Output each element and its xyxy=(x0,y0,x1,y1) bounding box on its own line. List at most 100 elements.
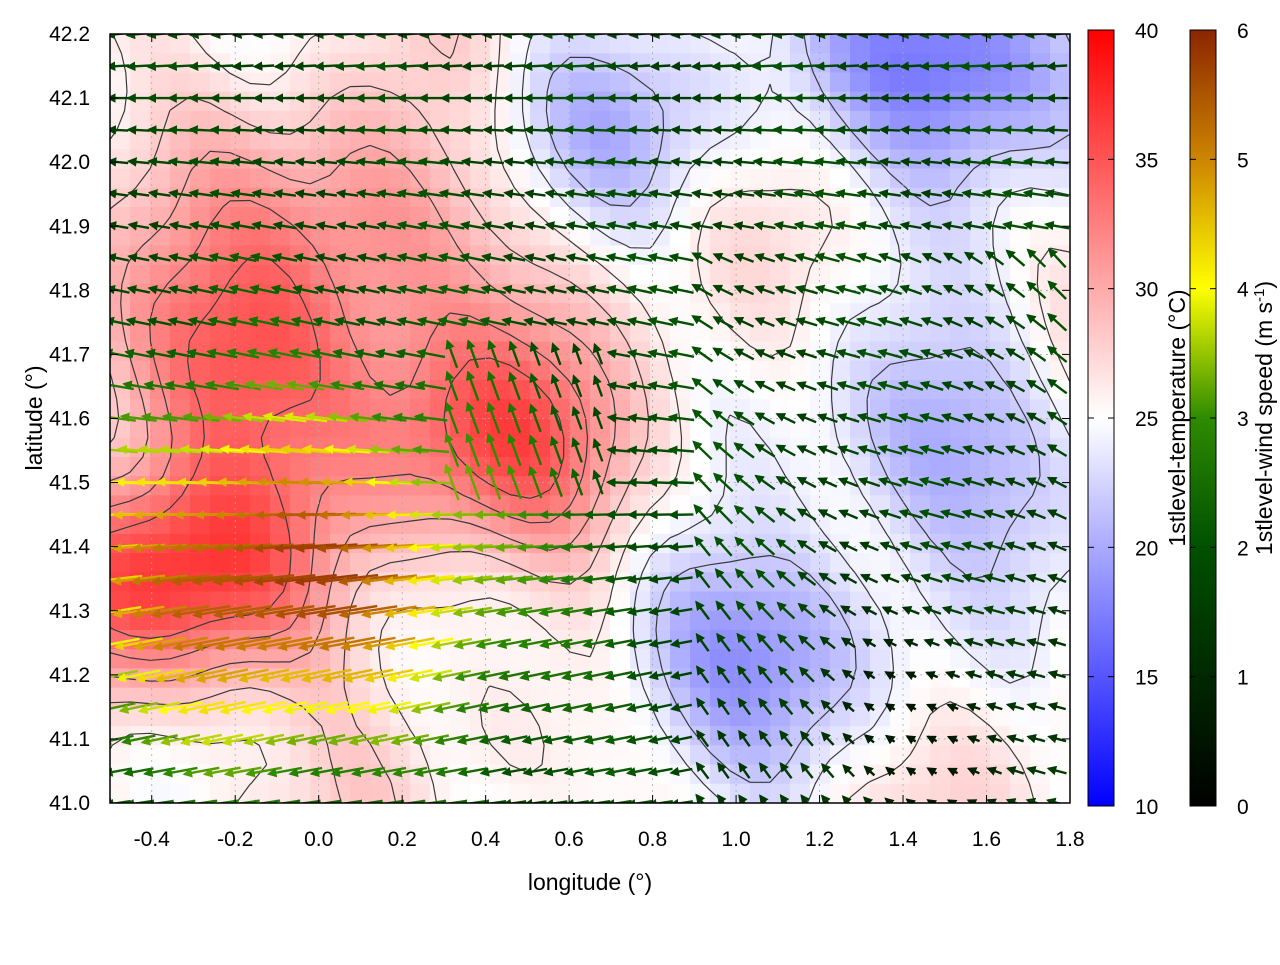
heatmap-cell xyxy=(330,34,351,54)
heatmap-cell xyxy=(970,553,991,573)
heatmap-cell xyxy=(570,765,591,785)
heatmap-cell xyxy=(510,226,531,246)
heatmap-cell xyxy=(610,668,631,688)
heatmap-cell xyxy=(150,322,171,342)
wind-arrow xyxy=(962,130,985,131)
heatmap-cell xyxy=(850,111,871,131)
heatmap-cell xyxy=(130,361,151,381)
heatmap-cell xyxy=(1030,668,1051,688)
heatmap-cell xyxy=(330,649,351,669)
heatmap-cell xyxy=(750,130,771,150)
heatmap-cell xyxy=(750,92,771,112)
heatmap-cell xyxy=(210,72,231,92)
heatmap-cell xyxy=(450,649,471,669)
heatmap-cell xyxy=(290,226,311,246)
heatmap-cell xyxy=(890,149,911,169)
heatmap-cell xyxy=(970,303,991,323)
heatmap-cell xyxy=(270,34,291,54)
heatmap-cell xyxy=(610,149,631,169)
heatmap-cell xyxy=(730,34,751,54)
heatmap-cell xyxy=(1010,726,1031,746)
wind-arrow xyxy=(651,130,671,131)
heatmap-cell xyxy=(930,265,951,285)
heatmap-cell xyxy=(110,534,131,554)
heatmap-cell xyxy=(790,688,811,708)
heatmap-cell xyxy=(410,515,431,535)
heatmap-cell xyxy=(650,169,671,189)
heatmap-cell xyxy=(1050,630,1071,650)
heatmap-cell xyxy=(210,495,231,515)
heatmap-cell xyxy=(550,53,571,73)
heatmap-cell xyxy=(410,765,431,785)
heatmap-cell xyxy=(790,611,811,631)
heatmap-cell xyxy=(330,495,351,515)
heatmap-cell xyxy=(690,361,711,381)
heatmap-cell xyxy=(370,495,391,515)
heatmap-cell xyxy=(630,34,651,54)
heatmap-cell xyxy=(1010,169,1031,189)
heatmap-cell xyxy=(1010,630,1031,650)
heatmap-cell xyxy=(830,649,851,669)
heatmap-cell xyxy=(110,572,131,592)
heatmap-cell xyxy=(590,399,611,419)
wind-arrow xyxy=(650,546,672,548)
heatmap-cell xyxy=(810,726,831,746)
heatmap-cell xyxy=(310,169,331,189)
heatmap-cell xyxy=(510,784,531,804)
heatmap-cell xyxy=(570,611,591,631)
heatmap-cell xyxy=(610,130,631,150)
heatmap-cell xyxy=(790,630,811,650)
heatmap-cell xyxy=(370,188,391,208)
heatmap-cell xyxy=(710,284,731,304)
heatmap-cell xyxy=(1010,649,1031,669)
heatmap-cell xyxy=(770,515,791,535)
heatmap-cell xyxy=(630,130,651,150)
wind-colorbar-label-end: ) xyxy=(1251,281,1277,289)
wind-arrow xyxy=(795,130,820,131)
heatmap-cell xyxy=(150,745,171,765)
heatmap-cell xyxy=(370,361,391,381)
wind-arrow xyxy=(795,65,819,66)
heatmap-cell xyxy=(290,457,311,477)
heatmap-cell xyxy=(370,380,391,400)
heatmap-cell xyxy=(830,111,851,131)
heatmap-cell xyxy=(570,72,591,92)
wind-arrow xyxy=(1004,65,1027,66)
heatmap-cell xyxy=(430,515,451,535)
heatmap-cell xyxy=(1010,53,1031,73)
heatmap-cell xyxy=(410,92,431,112)
heatmap-cell xyxy=(850,534,871,554)
heatmap-cell xyxy=(690,53,711,73)
heatmap-cell xyxy=(990,745,1011,765)
heatmap-cell xyxy=(310,265,331,285)
heatmap-cell xyxy=(690,245,711,265)
heatmap-cell xyxy=(730,592,751,612)
heatmap-cell xyxy=(710,688,731,708)
heatmap-cell xyxy=(1010,438,1031,458)
heatmap-cell xyxy=(530,149,551,169)
heatmap-cell xyxy=(390,765,411,785)
heatmap-cell xyxy=(130,149,151,169)
heatmap-cell xyxy=(910,707,931,727)
heatmap-cell xyxy=(550,34,571,54)
heatmap-cell xyxy=(530,226,551,246)
heatmap-cell xyxy=(970,34,991,54)
wind-arrow xyxy=(525,65,548,66)
heatmap-cell xyxy=(350,419,371,439)
heatmap-cell xyxy=(330,361,351,381)
heatmap-cell xyxy=(990,457,1011,477)
heatmap-cell xyxy=(910,92,931,112)
heatmap-cell xyxy=(270,111,291,131)
heatmap-cell xyxy=(730,226,751,246)
heatmap-cell xyxy=(470,284,491,304)
heatmap-cell xyxy=(190,515,211,535)
heatmap-cell xyxy=(590,169,611,189)
heatmap-cell xyxy=(430,111,451,131)
heatmap-cell xyxy=(510,765,531,785)
heatmap-cell xyxy=(1050,707,1071,727)
heatmap-cell xyxy=(630,342,651,362)
heatmap-cell xyxy=(890,457,911,477)
heatmap-cell xyxy=(350,130,371,150)
